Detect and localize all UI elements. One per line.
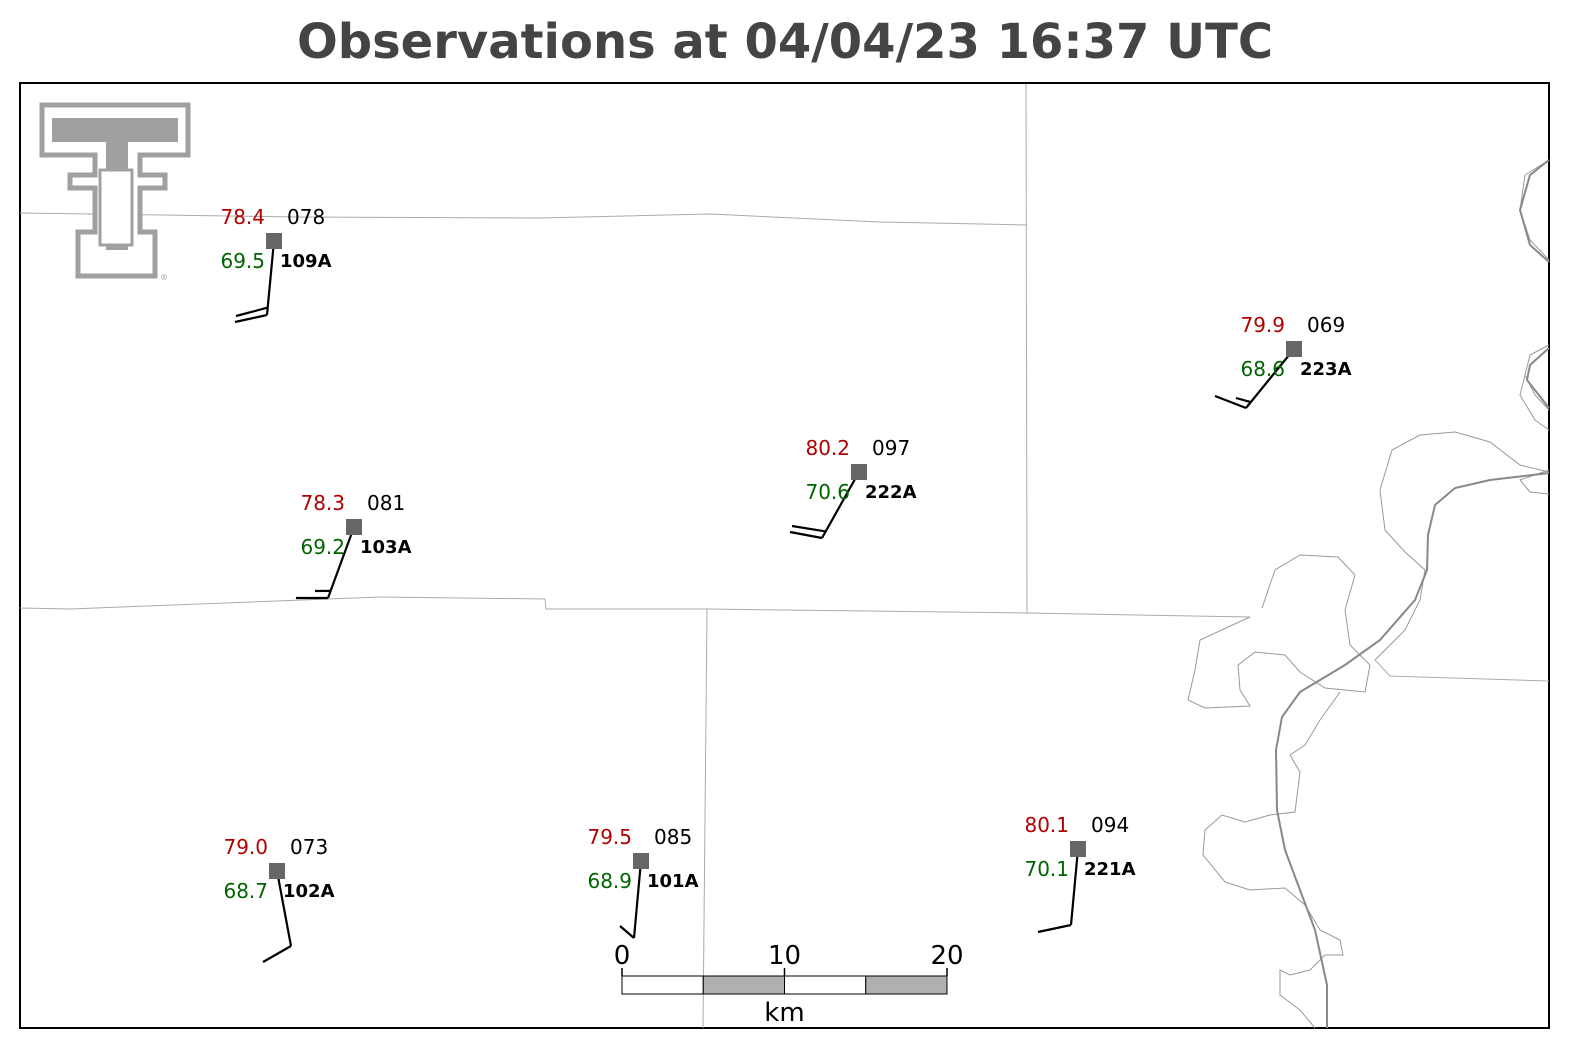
scale-segment bbox=[702, 975, 785, 995]
scale-segment bbox=[865, 975, 948, 995]
wind-barb bbox=[1037, 923, 1072, 934]
station: 78.3 081 69.2 103A bbox=[296, 491, 412, 600]
station-marker bbox=[1070, 841, 1086, 857]
highway bbox=[1274, 159, 1550, 1028]
wind-barb bbox=[1214, 394, 1247, 410]
wind-barb bbox=[265, 240, 276, 316]
temperature: 79.5 bbox=[587, 825, 632, 849]
scale-unit: km bbox=[764, 998, 804, 1028]
county-line bbox=[19, 596, 1251, 618]
station-id: 223A bbox=[1300, 359, 1352, 380]
county-line bbox=[1025, 83, 1028, 614]
pressure: 073 bbox=[290, 835, 328, 859]
pressure: 078 bbox=[287, 205, 325, 229]
dewpoint: 70.6 bbox=[805, 480, 850, 504]
county-line bbox=[702, 608, 708, 1029]
scale-label: 0 bbox=[614, 941, 631, 971]
station-marker bbox=[1286, 341, 1302, 357]
station: 79.5 085 68.9 101A bbox=[587, 825, 699, 939]
wind-barb bbox=[632, 860, 643, 939]
pressure: 081 bbox=[367, 491, 405, 515]
station: 80.1 094 70.1 221A bbox=[1024, 813, 1136, 934]
temperature: 79.0 bbox=[223, 835, 268, 859]
station: 79.0 073 68.7 102A bbox=[223, 835, 335, 963]
wind-barb bbox=[1235, 396, 1252, 404]
station-marker bbox=[633, 853, 649, 869]
logo-inner bbox=[98, 168, 134, 247]
wind-barb bbox=[262, 945, 292, 963]
wind-barb bbox=[275, 870, 293, 947]
dewpoint: 68.6 bbox=[1240, 357, 1285, 381]
wind-barb bbox=[1245, 348, 1295, 409]
map-title: Observations at 04/04/23 16:37 UTC bbox=[297, 14, 1273, 70]
pressure: 069 bbox=[1307, 313, 1345, 337]
station-id: 221A bbox=[1084, 859, 1136, 880]
station-marker bbox=[266, 233, 282, 249]
station-id: 222A bbox=[865, 482, 917, 503]
station-id: 101A bbox=[647, 871, 699, 892]
pressure: 094 bbox=[1091, 813, 1129, 837]
wind-barb bbox=[1069, 848, 1080, 926]
temperature: 80.1 bbox=[1024, 813, 1069, 837]
wind-barb bbox=[326, 526, 356, 599]
logo-mark: ® bbox=[160, 273, 168, 282]
dewpoint: 68.9 bbox=[587, 869, 632, 893]
temperature: 79.9 bbox=[1240, 313, 1285, 337]
station: 79.9 069 68.6 223A bbox=[1214, 313, 1352, 410]
dewpoint: 70.1 bbox=[1024, 857, 1069, 881]
station: 80.2 097 70.6 222A bbox=[789, 436, 917, 540]
temperature: 80.2 bbox=[805, 436, 850, 460]
temperature: 78.3 bbox=[300, 491, 345, 515]
dewpoint: 69.2 bbox=[300, 535, 345, 559]
wind-barb bbox=[234, 313, 268, 324]
temperature: 78.4 bbox=[220, 205, 265, 229]
wind-barb bbox=[821, 471, 860, 539]
wind-barb bbox=[791, 524, 826, 533]
scale-segment bbox=[784, 975, 867, 995]
dewpoint: 68.7 bbox=[223, 879, 268, 903]
wind-barb bbox=[235, 306, 268, 318]
station-id: 109A bbox=[280, 251, 332, 272]
station-id: 103A bbox=[360, 537, 412, 558]
scale-label: 10 bbox=[768, 941, 801, 971]
station-marker bbox=[851, 464, 867, 480]
station-marker bbox=[269, 863, 285, 879]
wind-barb bbox=[619, 925, 635, 939]
county-line bbox=[1374, 659, 1550, 682]
logo: ® bbox=[39, 102, 191, 282]
scale-label: 20 bbox=[930, 941, 963, 971]
pressure: 085 bbox=[654, 825, 692, 849]
wind-barb bbox=[789, 530, 823, 540]
dewpoint: 69.5 bbox=[220, 249, 265, 273]
scale-segment bbox=[621, 975, 704, 995]
county-line bbox=[19, 212, 1028, 226]
station-id: 102A bbox=[283, 881, 335, 902]
pressure: 097 bbox=[872, 436, 910, 460]
scale-bar: 0 10 20 km bbox=[614, 941, 964, 1028]
station-marker bbox=[346, 519, 362, 535]
station: 78.4 078 69.5 109A bbox=[220, 205, 332, 324]
